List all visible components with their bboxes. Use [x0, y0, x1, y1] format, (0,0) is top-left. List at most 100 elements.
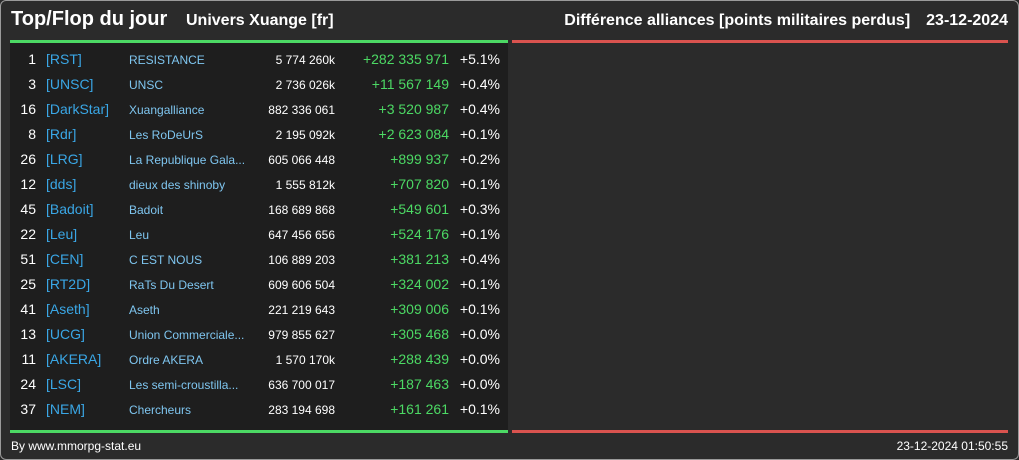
- percent-cell: +0.4%: [459, 251, 500, 267]
- table-row: 12 [dds] dieux des shinoby 1 555 812k +707 8…: [10, 172, 508, 197]
- diff-cell: +707 820: [390, 176, 449, 192]
- points-cell: 2 736 026k: [275, 78, 335, 92]
- rank-cell: 51: [20, 251, 36, 267]
- rank-cell: 8: [28, 126, 36, 142]
- percent-cell: +0.1%: [459, 301, 500, 317]
- diff-cell: +381 213: [390, 251, 449, 267]
- alliance-name-link[interactable]: Les semi-croustilla...: [129, 378, 239, 392]
- points-cell: 168 689 868: [268, 203, 335, 217]
- top-list: 1 [RST] RESISTANCE 5 774 260k +282 335 971 +5…: [10, 47, 508, 422]
- rank-cell: 37: [20, 401, 36, 417]
- alliance-tag-link[interactable]: [DarkStar]: [46, 101, 110, 117]
- points-cell: 1 570 170k: [275, 353, 335, 367]
- top-panel-accent-bottom: [10, 430, 508, 433]
- alliance-name-link[interactable]: La Republique Gala...: [129, 153, 246, 167]
- alliance-name-link[interactable]: Xuangalliance: [129, 103, 205, 117]
- table-row: 8 [Rdr] Les RoDeUrS 2 195 092k +2 623 084 +0.…: [10, 122, 508, 147]
- alliance-name-link[interactable]: C EST NOUS: [129, 253, 203, 267]
- percent-cell: +0.0%: [459, 351, 500, 367]
- table-row: 16 [DarkStar] Xuangalliance 882 336 061 +3 5…: [10, 97, 508, 122]
- table-row: 24 [LSC] Les semi-croustilla... 636 700 017…: [10, 372, 508, 397]
- alliance-name-link[interactable]: Ordre AKERA: [129, 353, 204, 367]
- percent-cell: +0.4%: [459, 101, 500, 117]
- diff-cell: +161 261: [390, 401, 449, 417]
- alliance-name-link[interactable]: dieux des shinoby: [129, 178, 226, 192]
- points-cell: 609 606 504: [268, 278, 335, 292]
- percent-cell: +0.0%: [459, 376, 500, 392]
- page-title: Top/Flop du jour: [11, 8, 168, 30]
- alliance-tag-link[interactable]: [dds]: [46, 176, 77, 192]
- points-cell: 2 195 092k: [275, 128, 335, 142]
- alliance-tag-link[interactable]: [UNSC]: [46, 76, 94, 92]
- percent-cell: +0.4%: [459, 76, 500, 92]
- table-row: 22 [Leu] Leu 647 456 656 +524 176 +0.1%: [10, 222, 508, 247]
- diff-cell: +324 002: [390, 276, 449, 292]
- percent-cell: +0.3%: [459, 201, 500, 217]
- alliance-name-link[interactable]: Badoit: [129, 203, 164, 217]
- alliance-name-link[interactable]: Les RoDeUrS: [129, 128, 204, 142]
- alliance-tag-link[interactable]: [RST]: [46, 51, 82, 67]
- date-label: 23-12-2024: [926, 12, 1008, 29]
- percent-cell: +0.1%: [459, 276, 500, 292]
- universe-label: Univers Xuange [fr]: [186, 12, 334, 29]
- points-cell: 283 194 698: [268, 403, 335, 417]
- flop-panel-accent-top: [512, 40, 1008, 43]
- table-row: 25 [RT2D] RaTs Du Desert 609 606 504 +324 00…: [10, 272, 508, 297]
- rank-cell: 13: [20, 326, 36, 342]
- alliance-name-link[interactable]: RESISTANCE: [129, 53, 205, 67]
- table-row: 1 [RST] RESISTANCE 5 774 260k +282 335 971 +5…: [10, 47, 508, 72]
- top-panel: [10, 40, 508, 433]
- percent-cell: +0.2%: [459, 151, 500, 167]
- alliance-name-link[interactable]: Chercheurs: [129, 403, 192, 417]
- source-link[interactable]: By www.mmorpg-stat.eu: [11, 439, 142, 453]
- diff-cell: +11 567 149: [371, 76, 449, 92]
- points-cell: 605 066 448: [268, 153, 335, 167]
- rank-cell: 1: [28, 51, 36, 67]
- table-row: 11 [AKERA] Ordre AKERA 1 570 170k +288 439 +0…: [10, 347, 508, 372]
- rank-cell: 24: [20, 376, 36, 392]
- diff-cell: +187 463: [390, 376, 449, 392]
- rank-cell: 45: [20, 201, 36, 217]
- alliance-tag-link[interactable]: [Aseth]: [46, 301, 90, 317]
- alliance-name-link[interactable]: Union Commerciale...: [129, 328, 245, 342]
- alliance-name-link[interactable]: Aseth: [129, 303, 160, 317]
- alliance-tag-link[interactable]: [CEN]: [46, 251, 84, 267]
- alliance-tag-link[interactable]: [Leu]: [46, 226, 78, 242]
- diff-cell: +3 520 987: [378, 101, 449, 117]
- table-row: 51 [CEN] C EST NOUS 106 889 203 +381 213 +0.4…: [10, 247, 508, 272]
- rank-cell: 25: [20, 276, 36, 292]
- points-cell: 221 219 643: [268, 303, 335, 317]
- alliance-tag-link[interactable]: [UCG]: [46, 326, 85, 342]
- alliance-name-link[interactable]: UNSC: [129, 78, 164, 92]
- table-row: 45 [Badoit] Badoit 168 689 868 +549 601 +0.3%: [10, 197, 508, 222]
- percent-cell: +5.1%: [459, 51, 500, 67]
- percent-cell: +0.1%: [459, 401, 500, 417]
- top-panel-accent-top: [10, 40, 508, 43]
- table-row: 26 [LRG] La Republique Gala... 605 066 448 +…: [10, 147, 508, 172]
- alliance-tag-link[interactable]: [RT2D]: [46, 276, 91, 292]
- alliance-tag-link[interactable]: [Badoit]: [46, 201, 94, 217]
- diff-cell: +899 937: [390, 151, 449, 167]
- alliance-tag-link[interactable]: [AKERA]: [46, 351, 102, 367]
- diff-cell: +2 623 084: [378, 126, 449, 142]
- table-row: 13 [UCG] Union Commerciale... 979 855 627 +3…: [10, 322, 508, 347]
- alliance-tag-link[interactable]: [LRG]: [46, 151, 83, 167]
- rank-cell: 12: [20, 176, 36, 192]
- table-row: 41 [Aseth] Aseth 221 219 643 +309 006 +0.1%: [10, 297, 508, 322]
- table-row: 37 [NEM] Chercheurs 283 194 698 +161 261 +0.1…: [10, 397, 508, 422]
- alliance-name-link[interactable]: Leu: [129, 228, 150, 242]
- rank-cell: 26: [20, 151, 36, 167]
- points-cell: 979 855 627: [268, 328, 335, 342]
- alliance-tag-link[interactable]: [NEM]: [46, 401, 85, 417]
- rank-cell: 16: [20, 101, 36, 117]
- rank-cell: 3: [28, 76, 36, 92]
- percent-cell: +0.1%: [459, 226, 500, 242]
- points-cell: 1 555 812k: [275, 178, 335, 192]
- points-cell: 647 456 656: [268, 228, 335, 242]
- points-cell: 5 774 260k: [275, 53, 335, 67]
- percent-cell: +0.1%: [459, 126, 500, 142]
- timestamp: 23-12-2024 01:50:55: [896, 439, 1008, 453]
- alliance-tag-link[interactable]: [Rdr]: [46, 126, 77, 142]
- alliance-name-link[interactable]: RaTs Du Desert: [129, 278, 214, 292]
- alliance-tag-link[interactable]: [LSC]: [46, 376, 82, 392]
